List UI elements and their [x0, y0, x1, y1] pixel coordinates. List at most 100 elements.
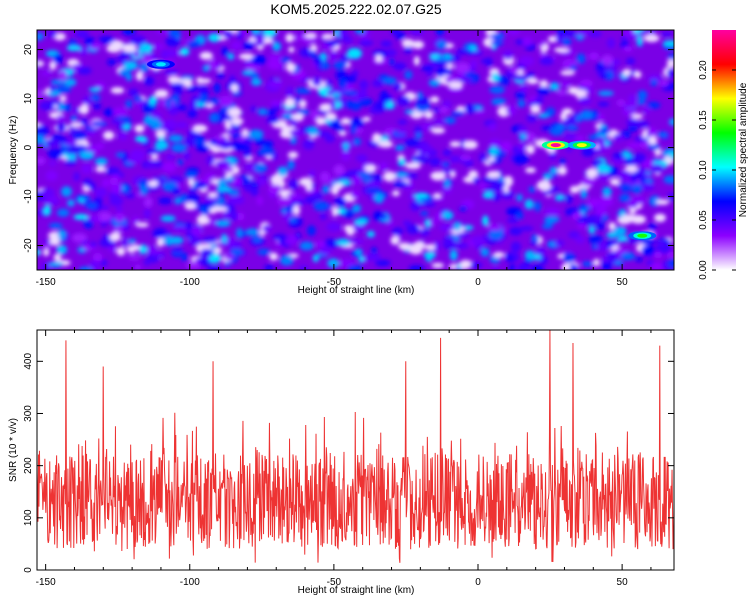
heatmap-cell	[456, 232, 471, 239]
heatmap-cell	[609, 178, 621, 186]
heatmap-cell	[593, 258, 600, 267]
heatmap-cell	[441, 161, 450, 168]
heatmap-cell	[121, 43, 137, 53]
heatmap-cell	[601, 54, 614, 65]
heatmap-cell	[650, 79, 658, 87]
heatmap-cell	[203, 196, 219, 203]
heatmap-cell	[167, 105, 179, 116]
heatmap-cell	[89, 42, 103, 50]
x-tick-label: 50	[617, 277, 629, 288]
heatmap-cell	[223, 253, 235, 260]
heatmap-cell	[121, 237, 129, 248]
heatmap-cell	[312, 75, 322, 87]
heatmap-cell	[404, 138, 420, 147]
heatmap-cell	[315, 116, 326, 126]
heatmap-cell	[421, 123, 434, 131]
heatmap-cell	[397, 128, 407, 134]
heatmap-cell	[254, 35, 265, 47]
heatmap-cell	[164, 69, 179, 75]
heatmap-cell	[375, 259, 391, 267]
heatmap-cell	[92, 252, 103, 262]
heatmap-cell	[111, 118, 122, 125]
heatmap-cell	[247, 129, 264, 140]
heatmap-cell	[128, 255, 140, 261]
heatmap-cell	[49, 235, 61, 246]
heatmap-cell	[641, 245, 656, 256]
heatmap-cell	[562, 252, 576, 263]
heatmap-cell	[408, 265, 425, 270]
heatmap-cell	[331, 205, 338, 217]
heatmap-cell	[622, 68, 631, 77]
heatmap-cell	[290, 117, 298, 128]
heatmap-cell	[64, 103, 72, 112]
heatmap-cell	[646, 127, 658, 138]
heatmap-cell	[185, 193, 200, 202]
heatmap-cell	[139, 44, 150, 54]
heatmap-cell	[667, 192, 674, 202]
heatmap-cell	[289, 216, 297, 223]
heatmap-cell	[519, 225, 534, 232]
heatmap-cell	[373, 193, 385, 204]
heatmap-cell	[433, 60, 448, 66]
heatmap-cell	[343, 209, 355, 219]
heatmap-cell	[636, 35, 643, 47]
heatmap-cell	[470, 59, 478, 68]
heatmap-cell	[566, 193, 573, 205]
heatmap-cell	[288, 179, 299, 190]
heatmap-cell	[171, 143, 187, 153]
heatmap-cell	[597, 163, 612, 174]
heatmap-cell	[493, 251, 505, 258]
heatmap-cell	[48, 222, 63, 229]
heatmap-cell	[96, 142, 105, 149]
heatmap-cell	[413, 153, 428, 162]
snr-xlabel: Height of straight line (km)	[298, 585, 415, 596]
heatmap-cell	[128, 238, 137, 245]
heatmap-cell	[635, 120, 650, 128]
heatmap-cell	[473, 236, 486, 245]
heatmap-cell	[496, 238, 504, 244]
heatmap-cell	[107, 58, 117, 66]
heatmap-cell	[152, 252, 166, 259]
heatmap-cell	[231, 132, 242, 139]
heatmap-cell	[344, 100, 355, 109]
heatmap-cell	[633, 153, 647, 164]
heatmap-cell	[459, 205, 468, 212]
heatmap-cell	[122, 123, 132, 131]
heatmap-cell	[116, 55, 126, 63]
x-tick-label: -150	[36, 577, 56, 588]
heatmap-cell	[500, 141, 512, 152]
heatmap-cell	[320, 62, 331, 70]
colorbar	[712, 30, 736, 270]
heatmap-cell	[443, 66, 452, 77]
heatmap-cell	[94, 187, 108, 198]
heatmap-cell	[129, 149, 146, 161]
heatmap-cell	[47, 148, 63, 159]
heatmap-secondary-peak	[637, 233, 648, 238]
heatmap-cell	[607, 254, 618, 264]
heatmap-cell	[336, 238, 351, 247]
heatmap-cell	[650, 163, 664, 174]
heatmap-cell	[308, 169, 316, 178]
heatmap-cell	[391, 227, 404, 236]
heatmap-cell	[488, 146, 499, 157]
heatmap-cell	[468, 45, 478, 52]
heatmap-cell	[107, 245, 117, 253]
heatmap-cell	[518, 132, 528, 141]
heatmap-cell	[538, 40, 546, 47]
heatmap-cell	[173, 86, 183, 96]
heatmap-cell	[390, 235, 400, 245]
heatmap-cell	[339, 258, 355, 268]
heatmap-cell	[250, 186, 259, 197]
heatmap-cell	[588, 30, 602, 38]
heatmap-cell	[588, 235, 604, 244]
x-tick-label: -100	[180, 277, 200, 288]
heatmap-cell	[198, 256, 206, 266]
heatmap-cell	[378, 213, 386, 220]
heatmap-cell	[333, 164, 345, 176]
heatmap-cell	[138, 244, 148, 255]
heatmap-cell	[323, 238, 339, 248]
heatmap-cell	[92, 103, 102, 110]
x-tick-label: 0	[475, 577, 481, 588]
heatmap-cell	[591, 244, 598, 250]
